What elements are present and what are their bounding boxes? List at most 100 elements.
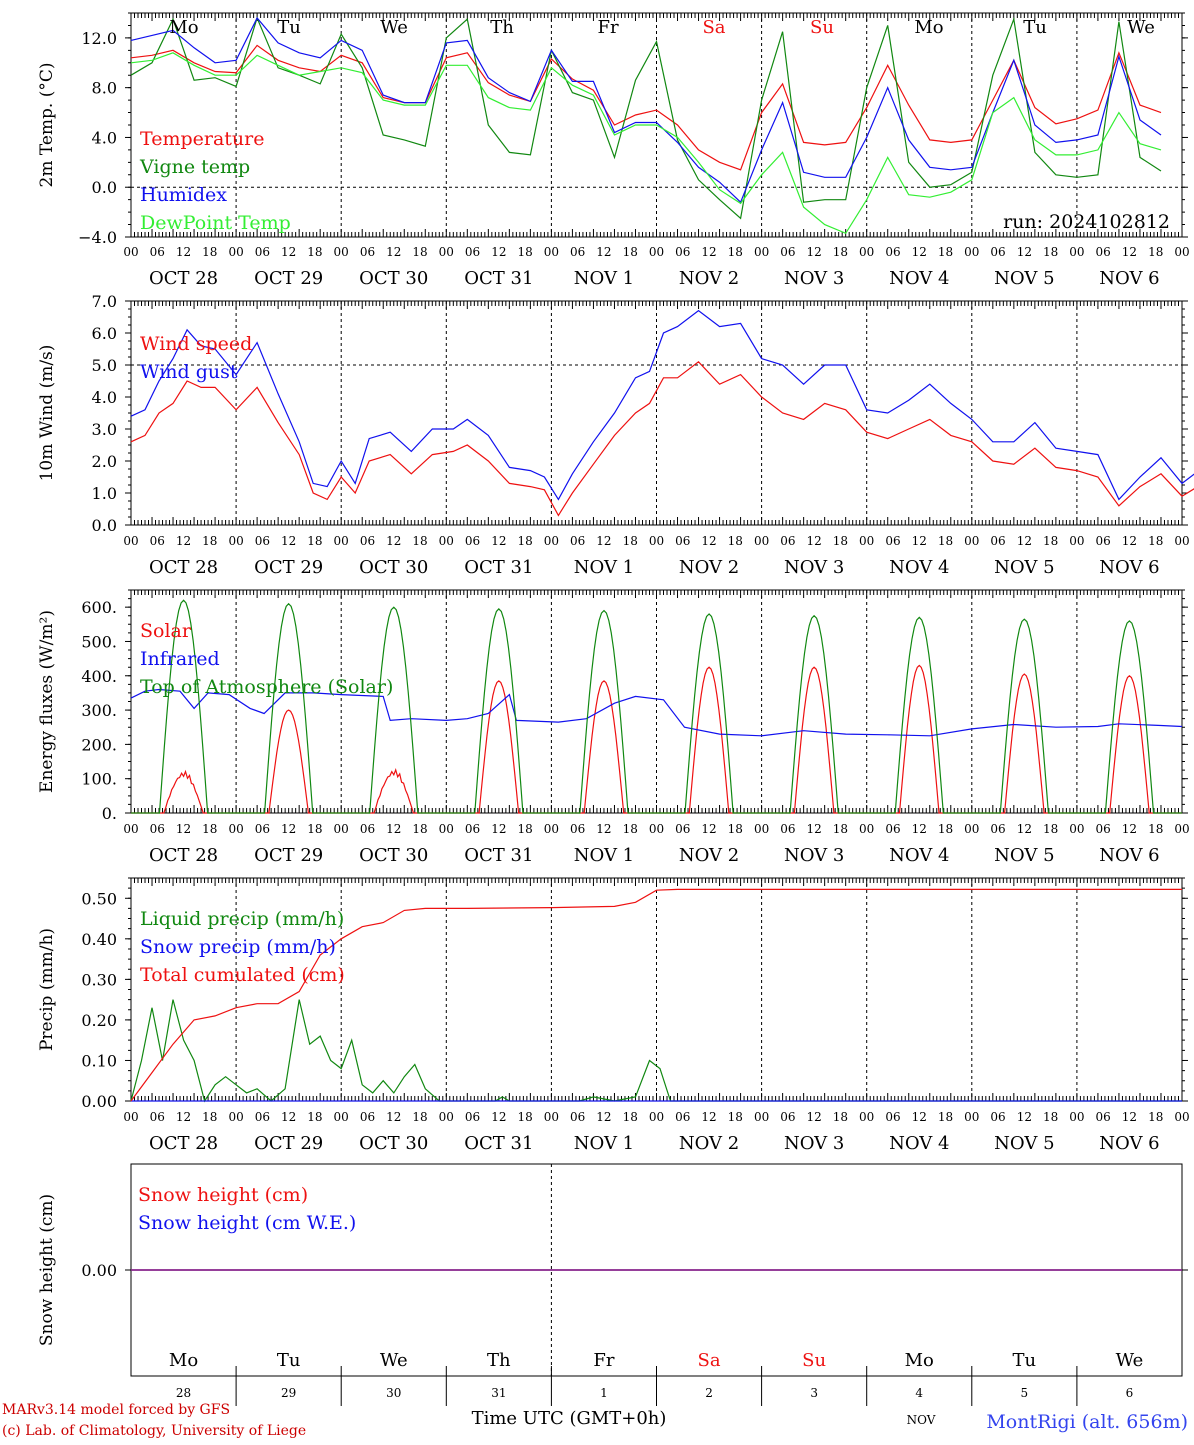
hour-tick-label: 18 xyxy=(938,245,953,259)
hour-tick-label: 18 xyxy=(202,1110,217,1124)
hour-tick-label: 00 xyxy=(964,534,979,548)
date-label: OCT 29 xyxy=(254,268,323,289)
hour-tick-label: 00 xyxy=(649,534,664,548)
hour-tick-label: 00 xyxy=(1174,822,1189,836)
hour-tick-label: 12 xyxy=(807,534,822,548)
hour-tick-label: 06 xyxy=(255,534,270,548)
hour-tick-label: 12 xyxy=(491,1110,506,1124)
hour-tick-label: 00 xyxy=(754,1110,769,1124)
hour-tick-label: 18 xyxy=(412,822,427,836)
date-label: OCT 31 xyxy=(464,557,533,578)
weekday-label: We xyxy=(380,1350,408,1371)
hour-tick-label: 18 xyxy=(1148,534,1163,548)
hour-tick-label: 06 xyxy=(360,245,375,259)
y-tick-label: 0.00 xyxy=(81,1261,117,1280)
hour-tick-label: 18 xyxy=(623,1110,638,1124)
hour-tick-label: 18 xyxy=(202,534,217,548)
hour-tick-label: 00 xyxy=(859,245,874,259)
weekday-label: Mo xyxy=(905,1350,934,1371)
y-tick-label: 100. xyxy=(81,770,117,789)
hour-tick-label: 06 xyxy=(465,245,480,259)
y-tick-label: 200. xyxy=(81,735,117,754)
hour-tick-label: 06 xyxy=(675,245,690,259)
date-label: NOV 6 xyxy=(1099,268,1159,289)
hour-tick-label: 06 xyxy=(150,1110,165,1124)
hour-tick-label: 06 xyxy=(1096,245,1111,259)
hour-tick-label: 12 xyxy=(1017,822,1032,836)
hour-tick-label: 00 xyxy=(123,245,138,259)
date-label: OCT 31 xyxy=(464,845,533,866)
hour-tick-label: 06 xyxy=(990,534,1005,548)
date-label: NOV 4 xyxy=(889,1133,949,1154)
hour-tick-label: 06 xyxy=(780,822,795,836)
hour-tick-label: 18 xyxy=(517,245,532,259)
hour-tick-label: 12 xyxy=(386,1110,401,1124)
hour-tick-label: 12 xyxy=(912,1110,927,1124)
date-label: OCT 30 xyxy=(359,557,428,578)
hour-tick-label: 00 xyxy=(334,822,349,836)
y-tick-label: 0.20 xyxy=(81,1011,117,1030)
panel-1: 00 06 12 18 OCT 28 00 06 12 18 OCT 29 00 06 12 18 OCT … xyxy=(37,12,1190,289)
y-tick-label: 2.0 xyxy=(92,452,117,471)
hour-tick-label: 06 xyxy=(885,245,900,259)
hour-tick-label: 06 xyxy=(150,245,165,259)
legend-entry: Wind gust xyxy=(140,361,238,383)
hour-tick-label: 18 xyxy=(623,822,638,836)
series-line-1 xyxy=(130,44,1162,171)
hour-tick-label: 00 xyxy=(123,534,138,548)
hour-tick-label: 00 xyxy=(439,1110,454,1124)
hour-tick-label: 18 xyxy=(623,245,638,259)
date-label: NOV 5 xyxy=(994,268,1054,289)
legend-entry: DewPoint Temp xyxy=(140,212,291,234)
hour-tick-label: 00 xyxy=(123,822,138,836)
time-ticks xyxy=(130,301,1183,525)
legend-entry: Wind speed xyxy=(140,333,252,355)
hour-tick-label: 18 xyxy=(1148,245,1163,259)
hour-tick-label: 18 xyxy=(517,534,532,548)
day-number-label: 2 xyxy=(705,1386,713,1400)
legend-entry: Humidex xyxy=(140,184,227,206)
y-axis-title: Snow height (cm) xyxy=(37,1194,57,1346)
x-axis-title: Time UTC (GMT+0h) xyxy=(472,1408,667,1429)
series-line-4 xyxy=(130,52,1162,235)
hour-tick-label: 00 xyxy=(754,822,769,836)
hour-tick-label: 00 xyxy=(228,1110,243,1124)
y-tick-label: 600. xyxy=(81,598,117,617)
hour-tick-label: 06 xyxy=(360,534,375,548)
hour-tick-label: 18 xyxy=(412,1110,427,1124)
hour-tick-label: 00 xyxy=(228,822,243,836)
hour-tick-label: 06 xyxy=(255,822,270,836)
footer-credit: (c) Lab. of Climatology, University of L… xyxy=(2,1423,306,1439)
y-tick-label: 5.0 xyxy=(92,356,117,375)
hour-tick-label: 00 xyxy=(544,245,559,259)
hour-tick-label: 00 xyxy=(1069,1110,1084,1124)
panel-5: Mo 28 Tu 29 We 30 Th 31 Fr 1 Sa 2 Su 3 Mo 4 Tu 5 We 6 0.00 Sn… xyxy=(37,1163,1188,1406)
weekday-label: Sa xyxy=(698,1350,721,1371)
date-label: OCT 28 xyxy=(149,1133,218,1154)
y-tick-label: 0.50 xyxy=(81,889,117,908)
hour-tick-label: 00 xyxy=(228,245,243,259)
y-minor-ticks xyxy=(128,589,1185,814)
hour-tick-label: 00 xyxy=(649,1110,664,1124)
y-axis-title: Precip (mm/h) xyxy=(37,928,57,1051)
hour-tick-label: 12 xyxy=(386,245,401,259)
hour-tick-label: 12 xyxy=(807,1110,822,1124)
panel-3: 00 06 12 18 OCT 28 00 06 12 18 OCT 29 00 06 12 18 OCT … xyxy=(37,589,1190,866)
day-number-label: 28 xyxy=(176,1386,191,1400)
hour-tick-label: 12 xyxy=(596,534,611,548)
hour-tick-label: 00 xyxy=(1174,245,1189,259)
hour-tick-label: 18 xyxy=(938,1110,953,1124)
hour-tick-label: 12 xyxy=(701,534,716,548)
y-tick-label: 3.0 xyxy=(92,420,117,439)
hour-tick-label: 00 xyxy=(754,534,769,548)
hour-tick-label: 12 xyxy=(912,534,927,548)
series-line-2 xyxy=(130,688,1183,737)
hour-tick-label: 06 xyxy=(990,1110,1005,1124)
y-tick-label: 0.10 xyxy=(81,1051,117,1070)
legend-entry: Liquid precip (mm/h) xyxy=(140,908,344,930)
hour-tick-label: 18 xyxy=(1148,822,1163,836)
hour-tick-label: 06 xyxy=(570,245,585,259)
date-label: OCT 30 xyxy=(359,268,428,289)
top-weekday-label: Mo xyxy=(169,17,198,38)
